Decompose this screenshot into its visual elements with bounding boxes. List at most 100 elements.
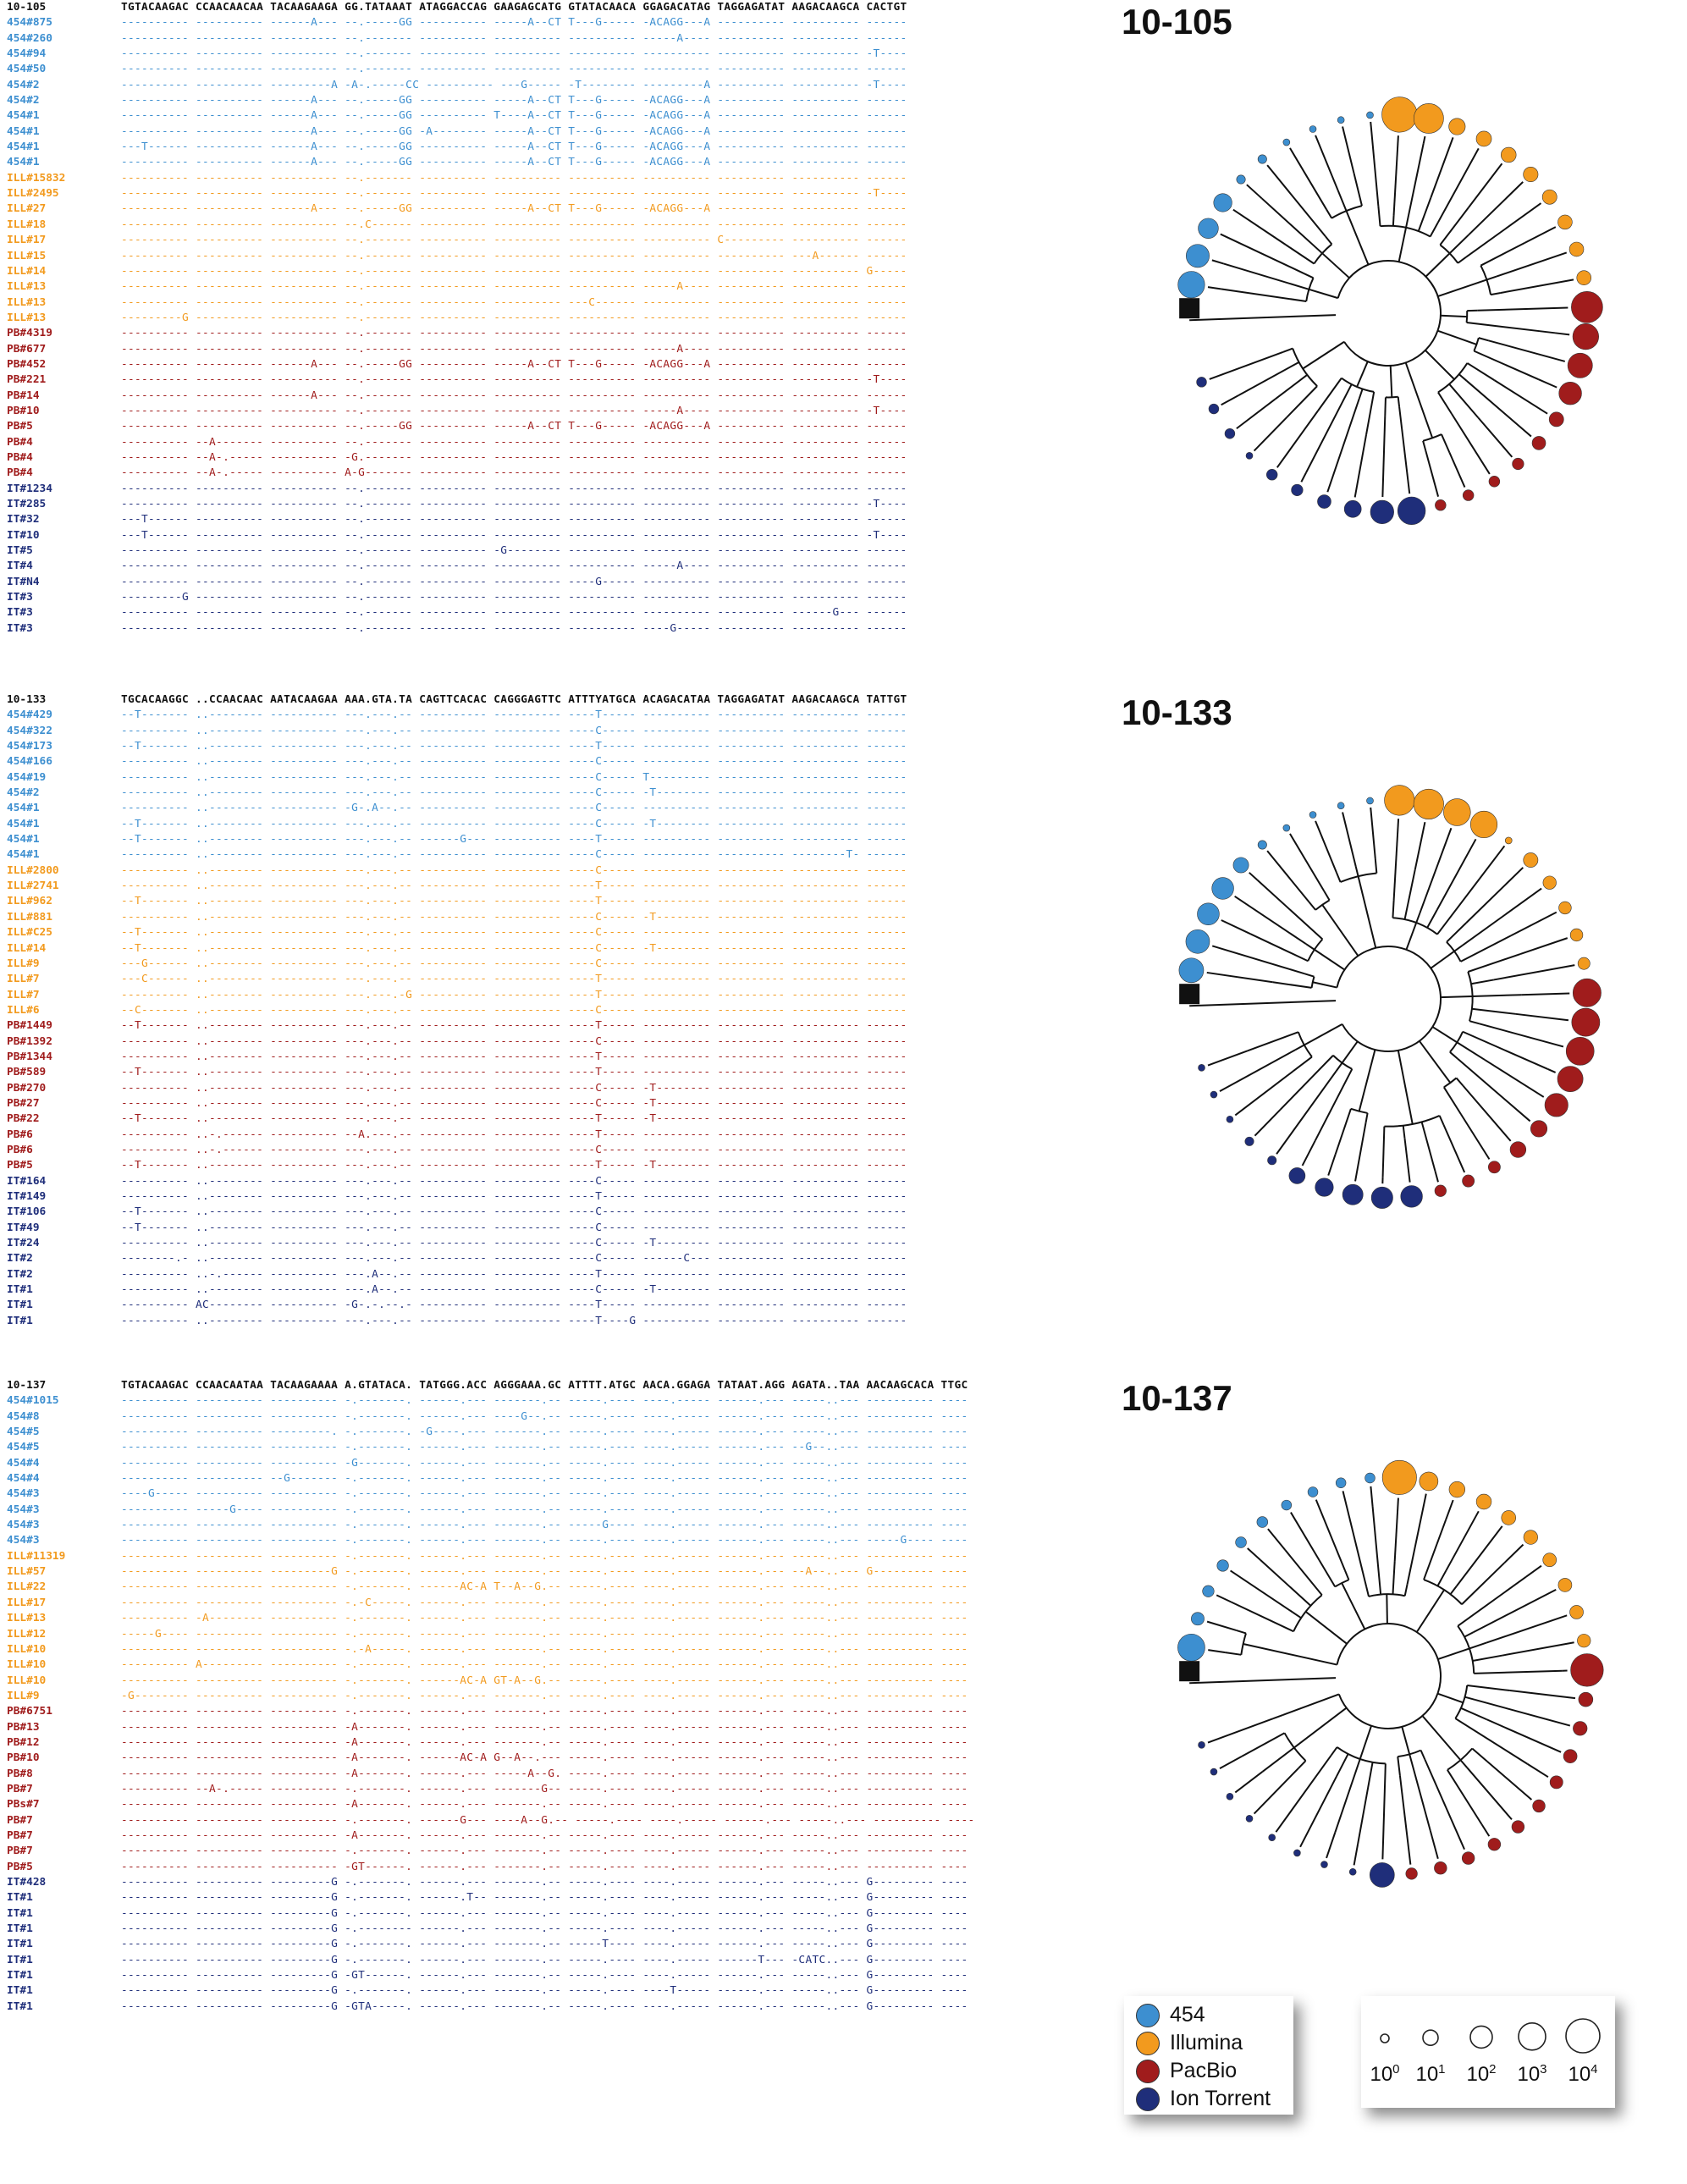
read-sequence: ---------- ..-------- ---------- ---.---… (121, 910, 907, 924)
tree-branch (1479, 1023, 1564, 1048)
read-label: ILL#2800 (7, 863, 59, 877)
read-label: 454#94 (7, 47, 47, 61)
size-label: 103 (1507, 2062, 1557, 2087)
read-row: 454#1 --T------- ..-------- ---------- --… (7, 832, 1090, 847)
tree-branch (1437, 329, 1477, 345)
read-sequence: ---------- ..-------- ---------- ---.---… (121, 988, 907, 1001)
tree-branch (1448, 234, 1469, 254)
read-label: 454#3 (7, 1487, 40, 1501)
tree-branch (1284, 1549, 1323, 1596)
size-circle (1422, 2029, 1439, 2047)
read-row: 454#3 ---------- ---------- ---------- -.… (7, 1533, 1090, 1548)
legend-item: Illumina (1136, 2029, 1282, 2057)
read-row: ILL#15 ---------- ---------- ---------- -… (7, 249, 1090, 264)
tree-branch (1474, 1698, 1571, 1727)
tree-tip (1320, 1861, 1328, 1868)
tree-branch (1327, 1154, 1337, 1176)
tree-branch (1293, 1707, 1348, 1749)
tree-tip (1198, 218, 1219, 239)
read-sequence: ---------- ---------- ---------G -.-----… (121, 1984, 968, 1998)
read-row: ILL#962 --T------- ..-------- ---------- … (7, 894, 1090, 909)
read-sequence: ---G------ ..-------- ---------- ---.---… (121, 957, 907, 970)
read-label: 454#50 (7, 63, 47, 76)
tree-branch (1437, 1692, 1464, 1704)
read-label: 454#5 (7, 1426, 40, 1439)
tree-branch (1537, 378, 1557, 389)
read-label: ILL#17 (7, 234, 47, 247)
read-sequence: --T------- ..-------- ---------- ---.---… (121, 1205, 907, 1219)
read-label: IT#1 (7, 1314, 33, 1327)
tree-branch (1440, 314, 1468, 318)
size-label: 101 (1405, 2062, 1456, 2087)
tree-tip (1571, 1007, 1601, 1037)
read-label: IT#149 (7, 1190, 47, 1203)
read-label: IT#1 (7, 1299, 33, 1312)
tree-tip (1501, 146, 1517, 163)
size-label-base: 10 (1370, 2063, 1393, 2086)
tree-branch (1477, 306, 1568, 312)
read-row: 454#3 ----G----- ---------- ---------- -.… (7, 1486, 1090, 1502)
tree-tip (1405, 1867, 1418, 1880)
tree-branch (1454, 1718, 1528, 1765)
read-label: PBs#7 (7, 1798, 40, 1812)
read-row: ILL#10 ---------- ---------- ---------- -… (7, 1642, 1090, 1657)
tree-tip (1370, 1186, 1393, 1209)
alignment-panel-10-137: 10-137 TGTACAAGAC CCAACAATAA TACAAGAAAA A… (7, 1378, 1090, 2015)
tree-branch (1365, 391, 1376, 435)
read-row: 454#429 --T------- ..-------- ---------- … (7, 708, 1090, 723)
read-sequence: ---------- --A-.----- ---------- -G.----… (121, 450, 907, 464)
tree-branch (1292, 1611, 1302, 1619)
legend-item: PacBio (1136, 2057, 1282, 2085)
tree-tip (1512, 457, 1524, 471)
panel-title-10-133: 10-133 (1122, 692, 1232, 732)
tree-branch (1493, 379, 1548, 415)
tree-branch (1466, 321, 1556, 334)
read-label: 454#875 (7, 16, 52, 30)
read-label: ILL#13 (7, 311, 47, 324)
read-sequence: ---------- ---------- ---------- --.----… (121, 63, 907, 76)
read-label: 454#1 (7, 848, 40, 862)
tree-branch (1445, 1510, 1480, 1571)
tree-tip (1177, 271, 1205, 299)
tree-branch (1314, 948, 1346, 971)
tree-branch (1515, 1012, 1569, 1022)
tree-tip (1400, 1185, 1423, 1208)
read-sequence: ---------- ..-------- ---------- ---.---… (121, 1096, 907, 1110)
tree-arc (1240, 1633, 1247, 1655)
read-sequence: ---------- ---------- ---------- --.----… (121, 31, 907, 45)
read-label: PB#7 (7, 1813, 33, 1827)
tree-branch (1449, 1586, 1458, 1595)
size-label-base: 10 (1415, 2063, 1439, 2086)
tree-branch (1341, 1040, 1359, 1064)
read-row: IT#10 ---T------ ---------- ---------- --… (7, 528, 1090, 543)
tree-tip (1177, 1633, 1205, 1662)
read-label: PB#4 (7, 435, 33, 449)
tree-branch (1267, 1528, 1287, 1551)
tree-tip (1366, 797, 1374, 805)
read-sequence: ---------- ---------- ---------- --.----… (121, 420, 907, 433)
tree-branch (1342, 812, 1357, 867)
tree-branch (1209, 350, 1284, 380)
tree-tip (1236, 174, 1246, 185)
read-sequence: ---------- ---------- ---------- --.----… (121, 482, 907, 495)
read-sequence: ---------- ---------- ---------G -.-----… (121, 1891, 968, 1905)
read-label: IT#N4 (7, 575, 40, 588)
read-row: 454#1 ---------- ..-------- ---------- --… (7, 847, 1090, 863)
tree-tip (1563, 1749, 1578, 1763)
tree-branch (1342, 1491, 1368, 1587)
tree-branch (1509, 1690, 1576, 1700)
tree-branch (1424, 1759, 1465, 1850)
tree-branch (1230, 1601, 1294, 1633)
tree-branch (1221, 394, 1239, 406)
read-label: IT#3 (7, 606, 33, 620)
tree-branch (1305, 943, 1315, 951)
tree-branch (1300, 472, 1307, 483)
read-row: PB#1344 ---------- ..-------- ---------- … (7, 1050, 1090, 1065)
legend-swatch (1136, 2031, 1160, 2055)
read-sequence: --T------- ..-------- ---------- ---.---… (121, 1112, 907, 1126)
tree-tip (1245, 452, 1254, 460)
read-row: IT#1 ---------- ..-------- ---------- ---… (7, 1282, 1090, 1298)
read-row: PB#4 ---------- --A-.----- ---------- -G.… (7, 450, 1090, 466)
size-label-exponent: 2 (1489, 2062, 1497, 2076)
tree-tip (1568, 241, 1585, 257)
